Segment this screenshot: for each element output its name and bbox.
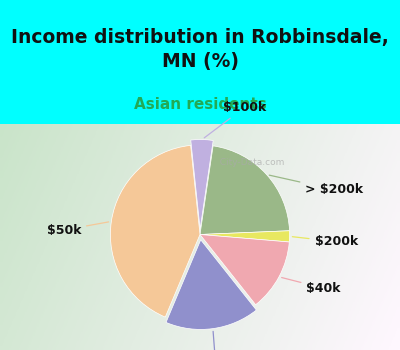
Text: $75k: $75k	[199, 331, 233, 350]
Text: Income distribution in Robbinsdale,
MN (%): Income distribution in Robbinsdale, MN (…	[11, 28, 389, 71]
Wedge shape	[200, 231, 290, 242]
Text: City-Data.com: City-Data.com	[214, 158, 284, 167]
Text: $50k: $50k	[46, 222, 109, 237]
Text: $200k: $200k	[292, 235, 358, 248]
Wedge shape	[166, 240, 256, 329]
Text: Asian residents: Asian residents	[134, 97, 266, 112]
Text: $100k: $100k	[204, 101, 266, 138]
Wedge shape	[191, 140, 213, 229]
Wedge shape	[110, 145, 200, 317]
Text: > $200k: > $200k	[269, 175, 364, 196]
Wedge shape	[200, 234, 289, 305]
Text: $40k: $40k	[282, 278, 341, 295]
Wedge shape	[200, 146, 290, 234]
